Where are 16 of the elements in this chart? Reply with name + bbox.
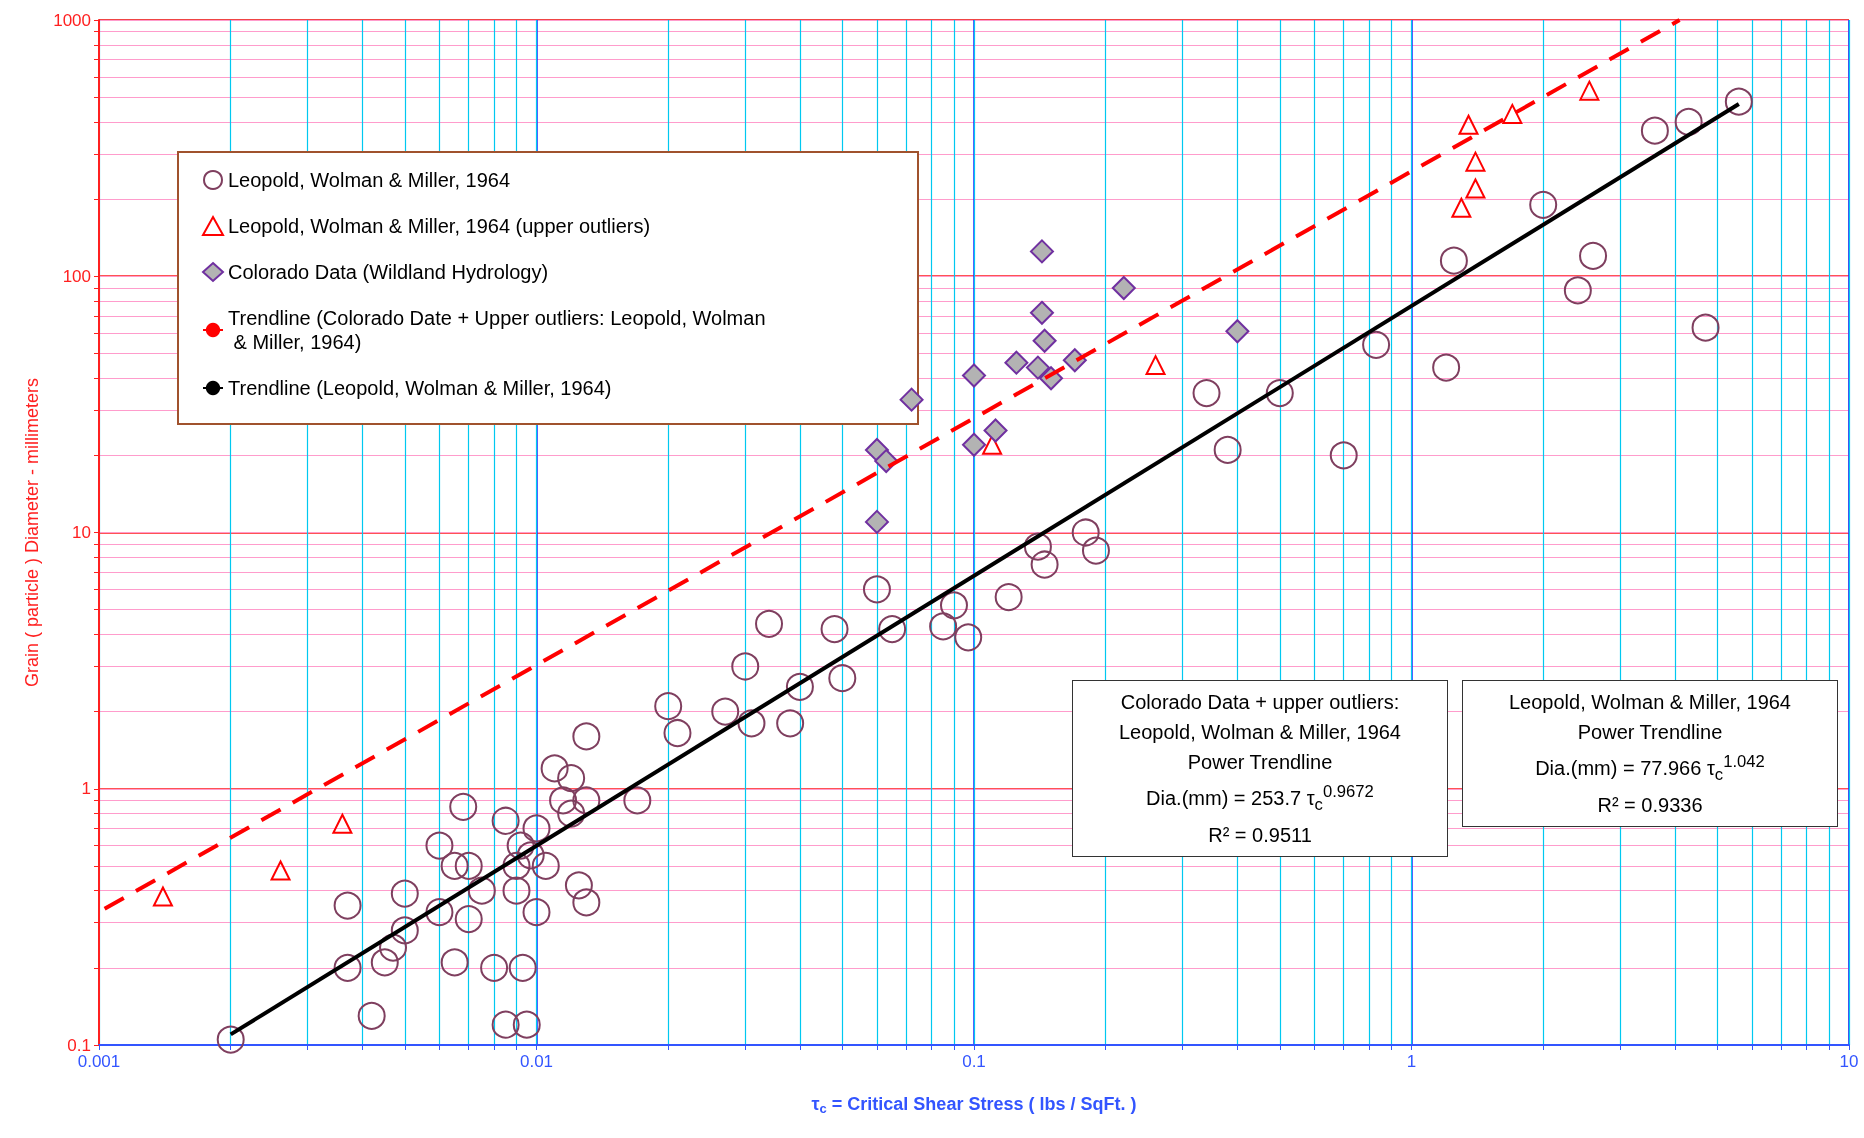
x-tick-label: 1 <box>1406 1052 1417 1071</box>
x-tick-label: 0.1 <box>962 1052 986 1071</box>
x-tick-label: 0.01 <box>519 1052 554 1071</box>
y-tick-label: 1 <box>81 779 91 799</box>
y-tick-label: 1000 <box>53 10 91 30</box>
y-tick-label: 100 <box>62 266 91 286</box>
legend-label: Trendline (Colorado Date + Upper outliers: Leopold, Wolman & Miller, 1964) <box>228 307 766 353</box>
legend-label: Colorado Data (Wildland Hydrology) <box>228 261 549 283</box>
y-tick-label: 0.1 <box>67 1035 91 1055</box>
legend-label: Leopold, Wolman & Miller, 1964 (upper outliers) <box>228 215 651 237</box>
legend-label: Trendline (Leopold, Wolman & Miller, 1964) <box>228 377 612 399</box>
y-axis-title: Grain ( particle ) Diameter - millimeters <box>22 377 42 688</box>
legend-label: Leopold, Wolman & Miller, 1964 <box>228 169 511 191</box>
y-tick-label: 10 <box>72 523 91 542</box>
x-tick-label: 0.001 <box>77 1052 121 1071</box>
x-tick-label: 10 <box>1839 1052 1859 1071</box>
